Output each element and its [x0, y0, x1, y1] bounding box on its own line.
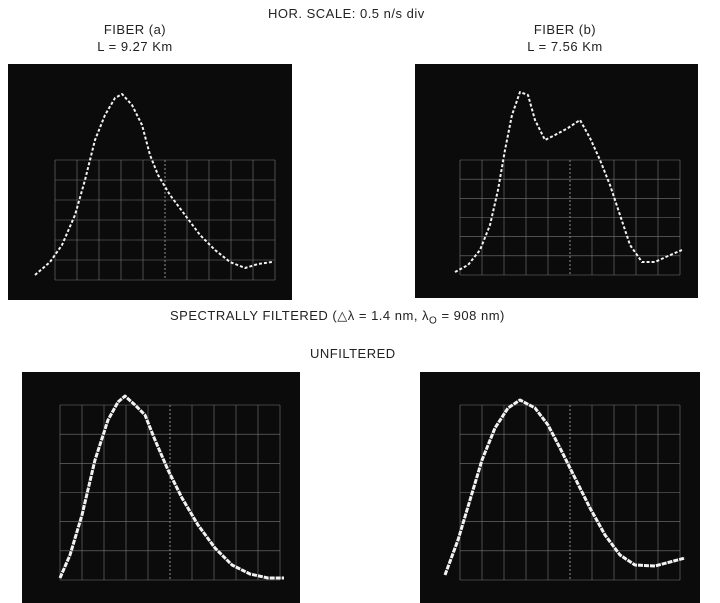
scope-photo: [22, 372, 300, 603]
filtered-tail: = 908 nm): [441, 308, 505, 323]
fiber-b-length: L = 7.56 Km: [527, 39, 603, 54]
trace: [454, 91, 683, 273]
filtered-text: SPECTRALLY FILTERED (△λ = 1.4 nm, λ: [170, 308, 430, 323]
fiber-a-title: FIBER (a): [103, 22, 167, 37]
unfiltered-label: UNFILTERED: [310, 346, 396, 361]
fiber-b-title: FIBER (b): [533, 22, 597, 37]
trace: [58, 394, 284, 580]
scope-photo: [8, 64, 292, 300]
trace: [34, 93, 273, 276]
scope-photo: [420, 372, 700, 603]
scale-label: HOR. SCALE: 0.5 n/s div: [268, 6, 425, 21]
scope-photo: [415, 64, 698, 298]
filtered-label: SPECTRALLY FILTERED (△λ = 1.4 nm, λO = 9…: [170, 308, 505, 327]
filtered-subscript: O: [429, 315, 438, 327]
trace: [443, 398, 686, 576]
fiber-a-length: L = 9.27 Km: [97, 39, 173, 54]
